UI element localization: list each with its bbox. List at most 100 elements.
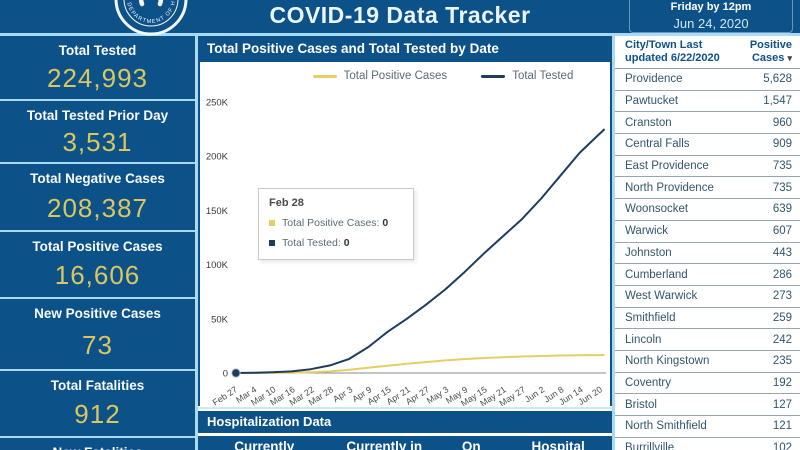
stat-tile-total-tested-prior-day: Total Tested Prior Day 3,531 xyxy=(0,101,195,162)
city-value: 909 xyxy=(772,138,792,151)
y-axis-tick-label: 50K xyxy=(211,314,229,325)
city-value: 259 xyxy=(772,311,792,324)
table-row[interactable]: West Warwick 273 xyxy=(615,286,800,308)
city-name: North Kingstown xyxy=(625,355,710,368)
city-value: 607 xyxy=(772,225,792,238)
legend-label: Total Tested xyxy=(512,70,574,82)
city-name: Lincoln xyxy=(625,333,662,346)
stat-label: Total Positive Cases xyxy=(32,239,163,254)
hosp-column-header: Hospital xyxy=(531,439,585,450)
stat-label: Total Tested Prior Day xyxy=(26,108,169,123)
city-value: 273 xyxy=(772,290,792,303)
tooltip-date: Feb 28 xyxy=(269,197,304,209)
x-axis-tick-label: Apr 3 xyxy=(331,384,354,404)
tooltip-series-swatch xyxy=(269,220,275,226)
stat-label: New Fatalities xyxy=(52,445,142,450)
hosp-column-header: On xyxy=(461,439,481,450)
tooltip-item: Total Tested: 0 xyxy=(269,237,403,249)
city-value: 192 xyxy=(772,376,792,389)
summary-stats-column: Total Tested 224,993 Total Tested Prior Da… xyxy=(0,36,195,450)
city-town-column-header: City/Town Last updated 6/22/2020 xyxy=(625,39,720,64)
table-row[interactable]: Providence 5,628 xyxy=(615,69,800,91)
city-value: 121 xyxy=(772,420,792,433)
table-row[interactable]: Cranston 960 xyxy=(615,112,800,135)
legend-label: Total Positive Cases xyxy=(343,70,448,82)
table-row[interactable]: East Providence 735 xyxy=(615,156,800,178)
highlighted-data-point[interactable] xyxy=(231,368,241,378)
series-line-total-positive-cases[interactable] xyxy=(234,354,605,374)
y-axis-tick-label: 100K xyxy=(206,260,229,271)
stat-tile-total-fatalities: Total Fatalities 912 xyxy=(0,371,195,436)
app-header: DEPARTMENT OF HEALTH COVID-19 Data Track… xyxy=(0,0,800,36)
table-row[interactable]: Lincoln 242 xyxy=(615,329,800,351)
table-row[interactable]: Cumberland 286 xyxy=(615,264,800,286)
y-axis-tick-label: 150K xyxy=(206,206,229,217)
tooltip-series-swatch xyxy=(269,240,275,246)
city-table-header[interactable]: City/Town Last updated 6/22/2020 Positiv… xyxy=(615,36,800,69)
table-row[interactable]: Burrillville 102 xyxy=(615,438,800,450)
tooltip-value: 0 xyxy=(382,217,389,229)
y-axis-tick-label: 200K xyxy=(206,152,229,163)
sidebar-chart-divider xyxy=(195,33,198,450)
report-date: Jun 24, 2020 xyxy=(673,16,749,31)
hospitalization-panel-title: Hospitalization Data xyxy=(198,411,612,433)
table-row[interactable]: Johnston 443 xyxy=(615,243,800,265)
table-row[interactable]: North Smithfield 121 xyxy=(615,416,800,438)
city-value: 443 xyxy=(772,246,792,259)
stat-tile-new-positive-cases: New Positive Cases 73 xyxy=(0,299,195,369)
table-row[interactable]: Smithfield 259 xyxy=(615,308,800,330)
table-row[interactable]: North Kingstown 235 xyxy=(615,351,800,373)
stat-label: Total Tested xyxy=(58,43,137,58)
table-row[interactable]: Central Falls 909 xyxy=(615,134,800,156)
hosp-column-header: Currently in xyxy=(346,439,423,450)
city-name: West Warwick xyxy=(625,290,698,303)
city-value: 5,628 xyxy=(763,73,792,86)
sort-descending-icon: ▾ xyxy=(787,52,792,63)
series-line-total-tested[interactable] xyxy=(233,128,606,374)
stat-value: 73 xyxy=(82,329,113,360)
legend-line-swatch xyxy=(312,74,337,78)
city-name: Coventry xyxy=(625,376,672,389)
city-name: Smithfield xyxy=(625,311,676,324)
stat-tile-total-positive-cases: Total Positive Cases 16,606 xyxy=(0,232,195,297)
legend-item-total-positive-cases[interactable]: Total Positive Cases xyxy=(312,70,448,82)
update-schedule-box: Friday by 12pm Jun 24, 2020 xyxy=(629,0,793,33)
table-row[interactable]: Pawtucket 1,547 xyxy=(615,91,800,113)
city-name: Bristol xyxy=(625,398,657,411)
city-name: Johnston xyxy=(625,246,672,259)
city-name: East Providence xyxy=(625,160,709,173)
table-row[interactable]: Woonsocket 639 xyxy=(615,199,800,221)
city-value: 735 xyxy=(772,181,792,194)
y-axis-tick-label: 0 xyxy=(223,369,228,380)
chart-tooltip: Feb 28 Total Positive Cases: 0 Total Test… xyxy=(258,188,414,260)
city-value: 102 xyxy=(772,442,792,450)
hospitalization-panel: Hospitalization Data Currently Currently … xyxy=(198,411,612,450)
chart-panel-title: Total Positive Cases and Total Tested by… xyxy=(198,36,612,62)
table-row[interactable]: North Providence 735 xyxy=(615,177,800,200)
table-row[interactable]: Warwick 607 xyxy=(615,221,800,243)
city-name: Cumberland xyxy=(625,268,688,281)
table-row[interactable]: Coventry 192 xyxy=(615,373,800,395)
stat-value: 224,993 xyxy=(47,63,148,93)
stat-tile-total-negative-cases: Total Negative Cases 208,387 xyxy=(0,164,195,230)
legend-item-total-tested[interactable]: Total Tested xyxy=(481,70,573,82)
city-name: North Providence xyxy=(625,181,714,194)
positive-cases-sort-button[interactable]: Positive Cases ▾ xyxy=(749,39,792,64)
chart-legend: Total Positive Cases Total Tested xyxy=(238,62,648,90)
hosp-column-header: Currently xyxy=(234,439,295,450)
city-name: Warwick xyxy=(625,225,669,238)
city-name: Pawtucket xyxy=(625,95,679,108)
chart-panel: Total Positive Cases and Total Tested by… xyxy=(198,36,612,406)
city-value: 242 xyxy=(772,333,792,346)
chart-hosp-divider xyxy=(198,407,612,409)
table-row[interactable]: Bristol 127 xyxy=(615,394,800,416)
stat-value: 16,606 xyxy=(54,260,141,290)
city-town-table-panel: City/Town Last updated 6/22/2020 Positiv… xyxy=(615,36,800,450)
stat-label: New Positive Cases xyxy=(34,306,161,321)
hospitalization-column-headers: Currently Currently in On Hospital xyxy=(198,436,612,450)
chart-body[interactable]: Total Positive Cases Total Tested 0 50K 100… xyxy=(200,62,610,406)
city-value: 127 xyxy=(772,398,792,411)
legend-line-swatch xyxy=(481,74,506,78)
page-title: COVID-19 Data Tracker xyxy=(269,2,531,28)
